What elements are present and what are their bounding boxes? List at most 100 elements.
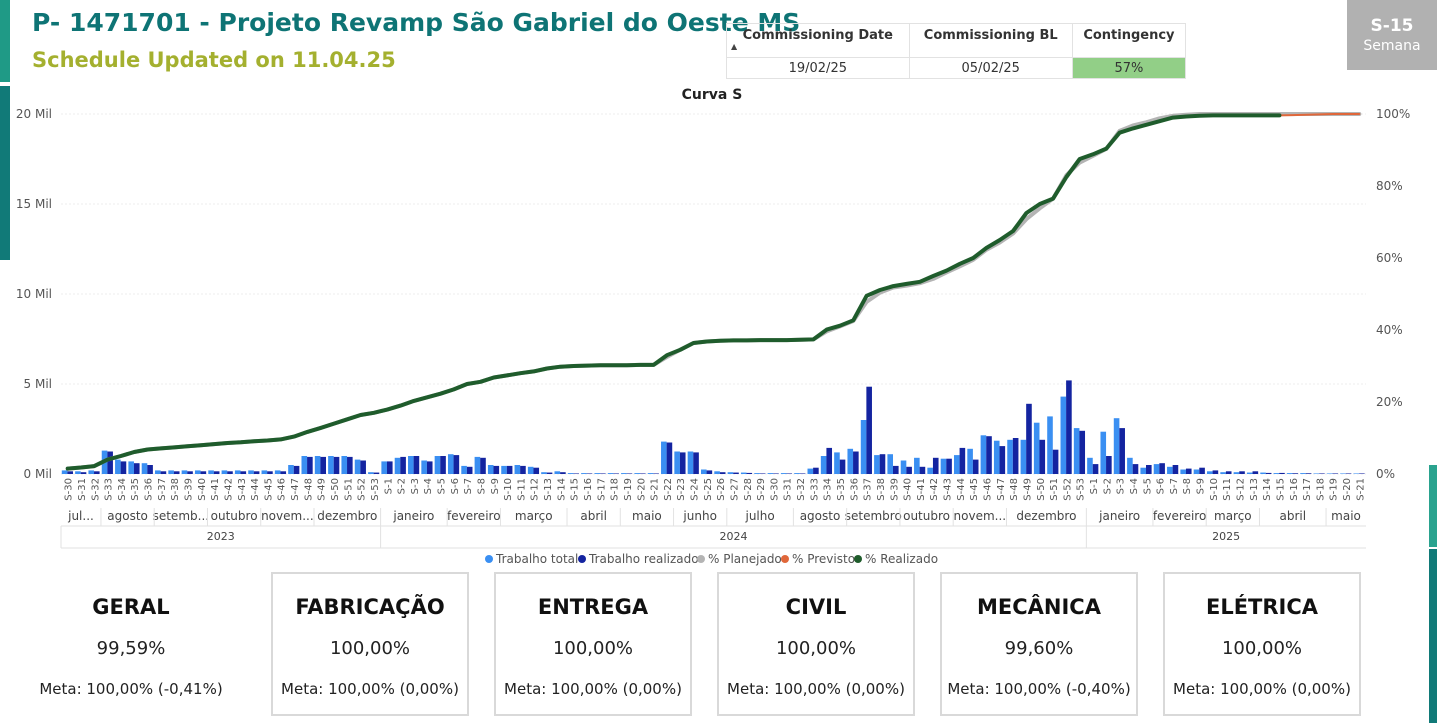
card-value: 100,00%: [775, 638, 857, 659]
x-tick-label: S-12: [530, 478, 541, 501]
bar-trabalho-realizado: [586, 473, 593, 474]
bar-trabalho-total: [1073, 428, 1080, 474]
month-label: dezembro: [1016, 509, 1076, 523]
legend-label: % Planejado: [708, 552, 782, 566]
bar-trabalho-realizado: [1185, 468, 1192, 474]
bar-trabalho-realizado: [986, 436, 992, 474]
sort-up-icon[interactable]: ▲: [731, 42, 738, 51]
month-label: novem...: [954, 509, 1007, 523]
x-tick-label: S-10: [503, 478, 514, 501]
card-fabricacao[interactable]: FABRICAÇÃO 100,00% Meta: 100,00% (0,00%): [271, 572, 469, 716]
bar-trabalho-realizado: [333, 456, 340, 474]
commissioning-date-header-label: Commissioning Date: [742, 28, 893, 43]
x-tick-label: S-25: [703, 478, 714, 501]
bar-trabalho-total: [740, 472, 747, 474]
card-value: 99,59%: [96, 638, 166, 659]
bar-trabalho-total: [1193, 469, 1200, 474]
y-right-tick-label: 20%: [1376, 395, 1403, 409]
bar-trabalho-total: [1313, 473, 1320, 474]
x-tick-label: S-52: [1062, 478, 1073, 501]
bar-trabalho-total: [474, 456, 481, 474]
bar-trabalho-total: [88, 470, 95, 474]
card-meta: Meta: 100,00% (0,00%): [504, 680, 682, 698]
bar-trabalho-realizado: [347, 456, 353, 474]
bar-trabalho-total: [541, 472, 547, 474]
bar-trabalho-realizado: [480, 457, 486, 474]
bar-trabalho-total: [1020, 439, 1027, 474]
card-eletrica[interactable]: ELÉTRICA 100,00% Meta: 100,00% (0,00%): [1163, 572, 1361, 716]
s-curve-chart: Curva S 0 Mil 5 Mil 10 Mil 15 Mil 20 Mil 0% 20%…: [16, 87, 1410, 566]
bar-trabalho-total: [527, 466, 534, 474]
x-tick-label: S-31: [77, 478, 88, 501]
bar-trabalho-realizado: [1159, 463, 1165, 474]
legend-label: Trabalho realizado: [588, 552, 699, 566]
x-tick-label: S-28: [743, 478, 754, 501]
accent-bar-mid: [0, 86, 10, 260]
bar-trabalho-total: [75, 471, 81, 474]
bar-trabalho-realizado: [1225, 471, 1232, 474]
year-label: 2025: [1212, 530, 1240, 543]
x-tick-label: S-11: [1222, 478, 1233, 501]
bar-trabalho-realizado: [999, 446, 1006, 474]
y-right-tick-label: 40%: [1376, 323, 1403, 337]
x-tick-label: S-26: [716, 478, 727, 501]
bar-trabalho-realizado: [1212, 470, 1219, 474]
x-tick-label: S-7: [463, 478, 474, 494]
bar-trabalho-realizado: [133, 463, 140, 474]
bar-trabalho-realizado: [1066, 380, 1072, 474]
x-tick-label: S-13: [1249, 478, 1260, 501]
month-label: julho: [744, 509, 774, 523]
bar-trabalho-realizado: [267, 471, 273, 474]
bar-trabalho-realizado: [959, 447, 966, 474]
bar-trabalho-total: [434, 456, 441, 474]
x-tick-label: S-47: [996, 478, 1007, 501]
x-tick-label: S-23: [676, 478, 687, 501]
card-entrega[interactable]: ENTREGA 100,00% Meta: 100,00% (0,00%): [494, 572, 692, 716]
bar-trabalho-total: [1207, 471, 1213, 474]
x-tick-label: S-35: [130, 478, 141, 501]
commissioning-date-header[interactable]: Commissioning Date ▲: [726, 23, 910, 58]
contingency-header[interactable]: Contingency: [1072, 23, 1187, 58]
card-civil[interactable]: CIVIL 100,00% Meta: 100,00% (0,00%): [717, 572, 915, 716]
bar-trabalho-total: [1260, 472, 1266, 474]
y-left-tick-label: 15 Mil: [16, 197, 52, 211]
bar-trabalho-total: [288, 465, 294, 474]
card-title: ELÉTRICA: [1205, 595, 1319, 619]
x-tick-label: S-42: [929, 478, 940, 501]
month-label: agosto: [107, 509, 148, 523]
legend-marker: [781, 555, 789, 563]
schedule-updated-label: Schedule Updated on 11.04.25: [32, 48, 396, 72]
commissioning-bl-header[interactable]: Commissioning BL: [909, 23, 1073, 58]
bar-trabalho-realizado: [1132, 464, 1139, 474]
x-tick-label: S-50: [330, 478, 341, 501]
x-tick-label: S-1: [1089, 478, 1100, 494]
page-title: P- 1471701 - Projeto Revamp São Gabriel …: [32, 8, 801, 37]
month-label: abril: [1279, 509, 1306, 523]
card-meta: Meta: 100,00% (0,00%): [281, 680, 459, 698]
bar-trabalho-realizado: [1305, 473, 1312, 474]
card-title: CIVIL: [785, 595, 847, 619]
bar-trabalho-total: [1220, 472, 1226, 474]
bar-trabalho-realizado: [919, 466, 926, 474]
bar-trabalho-realizado: [972, 459, 979, 474]
bar-trabalho-total: [993, 440, 1000, 474]
bar-trabalho-realizado: [1172, 465, 1179, 474]
x-tick-label: S-53: [1076, 478, 1087, 501]
bar-trabalho-realizado: [413, 456, 420, 474]
x-tick-label: S-46: [982, 478, 993, 501]
bar-trabalho-total: [261, 470, 268, 474]
x-tick-label: S-2: [1102, 478, 1113, 494]
card-geral[interactable]: GERAL 99,59% Meta: 100,00% (-0,41%): [32, 572, 230, 716]
card-mecanica[interactable]: MECÂNICA 99,60% Meta: 100,00% (-0,40%): [940, 572, 1138, 716]
bar-trabalho-total: [168, 470, 174, 474]
bar-trabalho-realizado: [227, 471, 233, 474]
bar-trabalho-realizado: [666, 442, 673, 474]
x-tick-label: S-16: [1289, 478, 1300, 501]
bar-trabalho-total: [1273, 473, 1280, 474]
x-tick-label: S-34: [117, 478, 128, 501]
x-tick-label: S-18: [1315, 478, 1326, 501]
month-label: outubro: [903, 509, 950, 523]
bar-trabalho-total: [754, 473, 760, 474]
bar-trabalho-realizado: [893, 465, 899, 474]
x-tick-label: S-21: [650, 478, 661, 501]
